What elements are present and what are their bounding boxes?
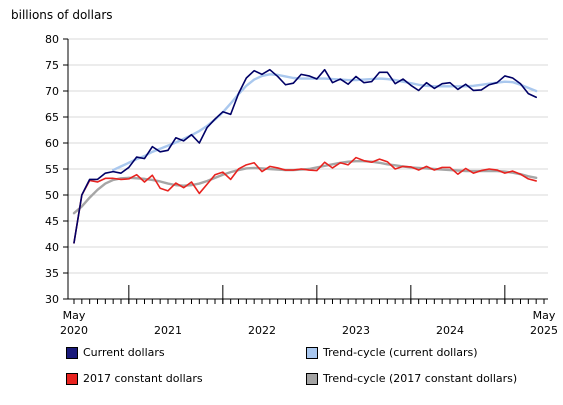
series-line-current-dollars (73, 68, 537, 244)
x-tick-label-year: 2022 (248, 324, 276, 337)
y-tick-label-65: 65 (45, 111, 59, 124)
x-tick-label-month: May (533, 309, 556, 322)
axes (63, 38, 548, 304)
series-lines (72, 68, 538, 244)
y-tick-label-80: 80 (45, 33, 59, 46)
x-tick-label-year: 2024 (436, 324, 464, 337)
y-tick-label-40: 40 (45, 241, 59, 254)
y-tick-label-75: 75 (45, 59, 59, 72)
y-tick-label-50: 50 (45, 189, 59, 202)
y-tick-label-70: 70 (45, 85, 59, 98)
x-tick-label-year: 2023 (342, 324, 370, 337)
y-tick-label-30: 30 (45, 293, 59, 306)
x-tick-label-year: 2020 (60, 324, 88, 337)
y-tick-label-60: 60 (45, 137, 59, 150)
x-tick-label-year: 2025 (530, 324, 558, 337)
series-line-trend-cycle-current-dollars (111, 73, 538, 172)
y-tick-label-35: 35 (45, 267, 59, 280)
series-line-2017-constant-dollars (73, 156, 537, 244)
y-tick-label-45: 45 (45, 215, 59, 228)
y-axis-title: billions of dollars (11, 8, 113, 22)
tick-labels: 30 35 40 45 50 55 60 65 70 75 80 May 2020 2021 2022 202… (45, 33, 558, 337)
x-tick-label-year: 2021 (154, 324, 182, 337)
y-tick-label-55: 55 (45, 163, 59, 176)
x-tick-label-month: May (63, 309, 86, 322)
